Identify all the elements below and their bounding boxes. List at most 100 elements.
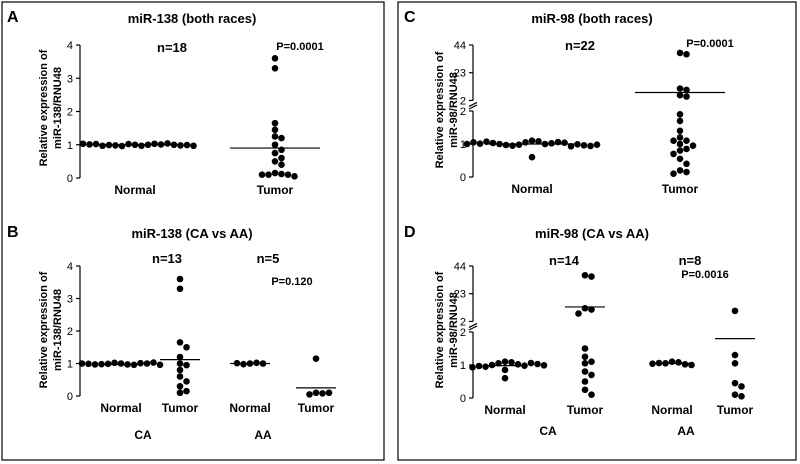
chart-a-point xyxy=(265,171,272,178)
chart-a-point xyxy=(164,140,171,147)
chart-c-ylabel-2: miR-98/RNU48 xyxy=(448,72,460,148)
chart-c-title: miR-98 (both races) xyxy=(531,11,652,26)
chart-b-point xyxy=(312,389,320,397)
chart-d-point xyxy=(475,362,483,370)
chart-c-point xyxy=(470,139,477,146)
chart-b-point xyxy=(325,389,333,397)
chart-a-point xyxy=(190,142,197,150)
chart-c-point xyxy=(683,50,690,58)
chart-d-point xyxy=(731,307,739,315)
chart-c-point xyxy=(548,140,555,147)
chart-a-x-label: Tumor xyxy=(257,183,294,197)
chart-b-title: miR-138 (CA vs AA) xyxy=(131,226,252,241)
chart-c-point xyxy=(528,153,536,161)
chart-c-point xyxy=(676,140,684,148)
chart-c-point xyxy=(683,86,690,94)
chart-b-point xyxy=(176,382,184,390)
chart-d-point xyxy=(575,310,582,317)
chart-a-point xyxy=(86,141,93,148)
chart-b-point xyxy=(306,391,313,398)
chart-c-point xyxy=(535,138,542,145)
chart-c-point xyxy=(670,170,677,177)
chart-d-point xyxy=(488,361,496,369)
chart-d-y-tick-label: 2 xyxy=(460,316,466,328)
chart-d-point xyxy=(668,358,676,366)
chart-d-x-label: Tumor xyxy=(567,403,604,417)
chart-c-y-tick-label: 2 xyxy=(460,106,466,118)
chart-c-point xyxy=(676,91,684,99)
chart-d-point xyxy=(581,386,589,394)
chart-b-point xyxy=(143,360,151,367)
chart-c-point xyxy=(522,139,529,146)
chart-a-y-tick-label: 1 xyxy=(67,140,73,152)
chart-d-point xyxy=(731,351,739,359)
chart-a-point xyxy=(79,140,87,148)
chart-d-y-tick-label: 44 xyxy=(454,261,466,273)
chart-a-point xyxy=(125,140,132,148)
chart-b-y-tick-label: 0 xyxy=(67,391,73,403)
chart-c-y-tick-label: 44 xyxy=(454,40,466,52)
chart-c-point xyxy=(676,155,684,163)
chart-d-point xyxy=(527,359,535,367)
chart-b-y-tick-label: 4 xyxy=(67,261,73,273)
chart-c-x-label: Tumor xyxy=(662,182,699,196)
chart-c-point xyxy=(676,111,684,118)
chart-a-point xyxy=(151,140,158,148)
chart-b-point xyxy=(85,360,92,368)
chart-b-point xyxy=(111,359,118,367)
chart-b-point xyxy=(183,378,190,385)
chart-a-point xyxy=(271,141,279,149)
chart-a-point xyxy=(271,149,279,157)
chart-d-point xyxy=(482,363,489,370)
chart-c-y-tick-label: 23 xyxy=(454,68,466,80)
chart-c-point xyxy=(676,147,684,154)
chart-d-point xyxy=(581,304,589,312)
chart-d-point xyxy=(588,273,595,280)
chart-b-point xyxy=(176,339,184,346)
panel-letter-a: A xyxy=(7,9,19,26)
chart-b-point xyxy=(319,390,326,397)
chart-d-point xyxy=(581,353,589,361)
chart-d-ylabel-2: miR-98/RNU48 xyxy=(448,292,460,368)
chart-d-point xyxy=(514,361,522,368)
chart-a-point xyxy=(92,140,100,148)
chart-c-point xyxy=(683,93,690,100)
chart-c-point xyxy=(528,137,536,144)
chart-a-point xyxy=(177,142,184,149)
chart-d-point xyxy=(501,366,509,374)
chart-c-p-value: P=0.0001 xyxy=(686,38,733,50)
chart-d-point xyxy=(581,360,589,367)
chart-c-point xyxy=(515,141,523,148)
chart-a-ylabel-2: miR-138/RNU48 xyxy=(52,67,64,149)
chart-a-point xyxy=(271,133,279,140)
chart-d-n-label-ca: n=14 xyxy=(549,253,580,268)
chart-b-x-label: Normal xyxy=(100,401,141,415)
chart-d-point xyxy=(581,271,589,279)
panel-letter-b: B xyxy=(7,224,19,241)
chart-b-point xyxy=(176,366,184,374)
chart-b-n-label-aa: n=5 xyxy=(257,251,280,266)
chart-d-point xyxy=(501,358,509,366)
chart-d-y-tick-label: 0 xyxy=(460,393,466,405)
chart-d-point xyxy=(581,345,589,352)
chart-b-point xyxy=(91,361,99,368)
chart-c-point xyxy=(580,142,588,149)
chart-b-point xyxy=(156,361,164,369)
panel-letter-c: C xyxy=(404,9,416,26)
chart-c-point xyxy=(676,134,684,141)
chart-c-point xyxy=(683,137,690,144)
chart-a-point xyxy=(291,173,298,180)
chart-b-point xyxy=(176,360,184,367)
chart-b-point xyxy=(117,360,125,367)
chart-d-point xyxy=(588,306,595,313)
chart-b-point xyxy=(183,361,190,369)
panel-letter-d: D xyxy=(404,224,416,241)
chart-b-point xyxy=(78,360,86,367)
chart-d-point xyxy=(588,391,595,399)
chart-d-point xyxy=(495,360,502,367)
chart-b-point xyxy=(176,389,184,397)
chart-c-point xyxy=(587,142,594,150)
chart-b-point xyxy=(176,373,184,380)
chart-b-point xyxy=(176,353,184,361)
chart-d-axis-break-lower xyxy=(468,325,478,331)
